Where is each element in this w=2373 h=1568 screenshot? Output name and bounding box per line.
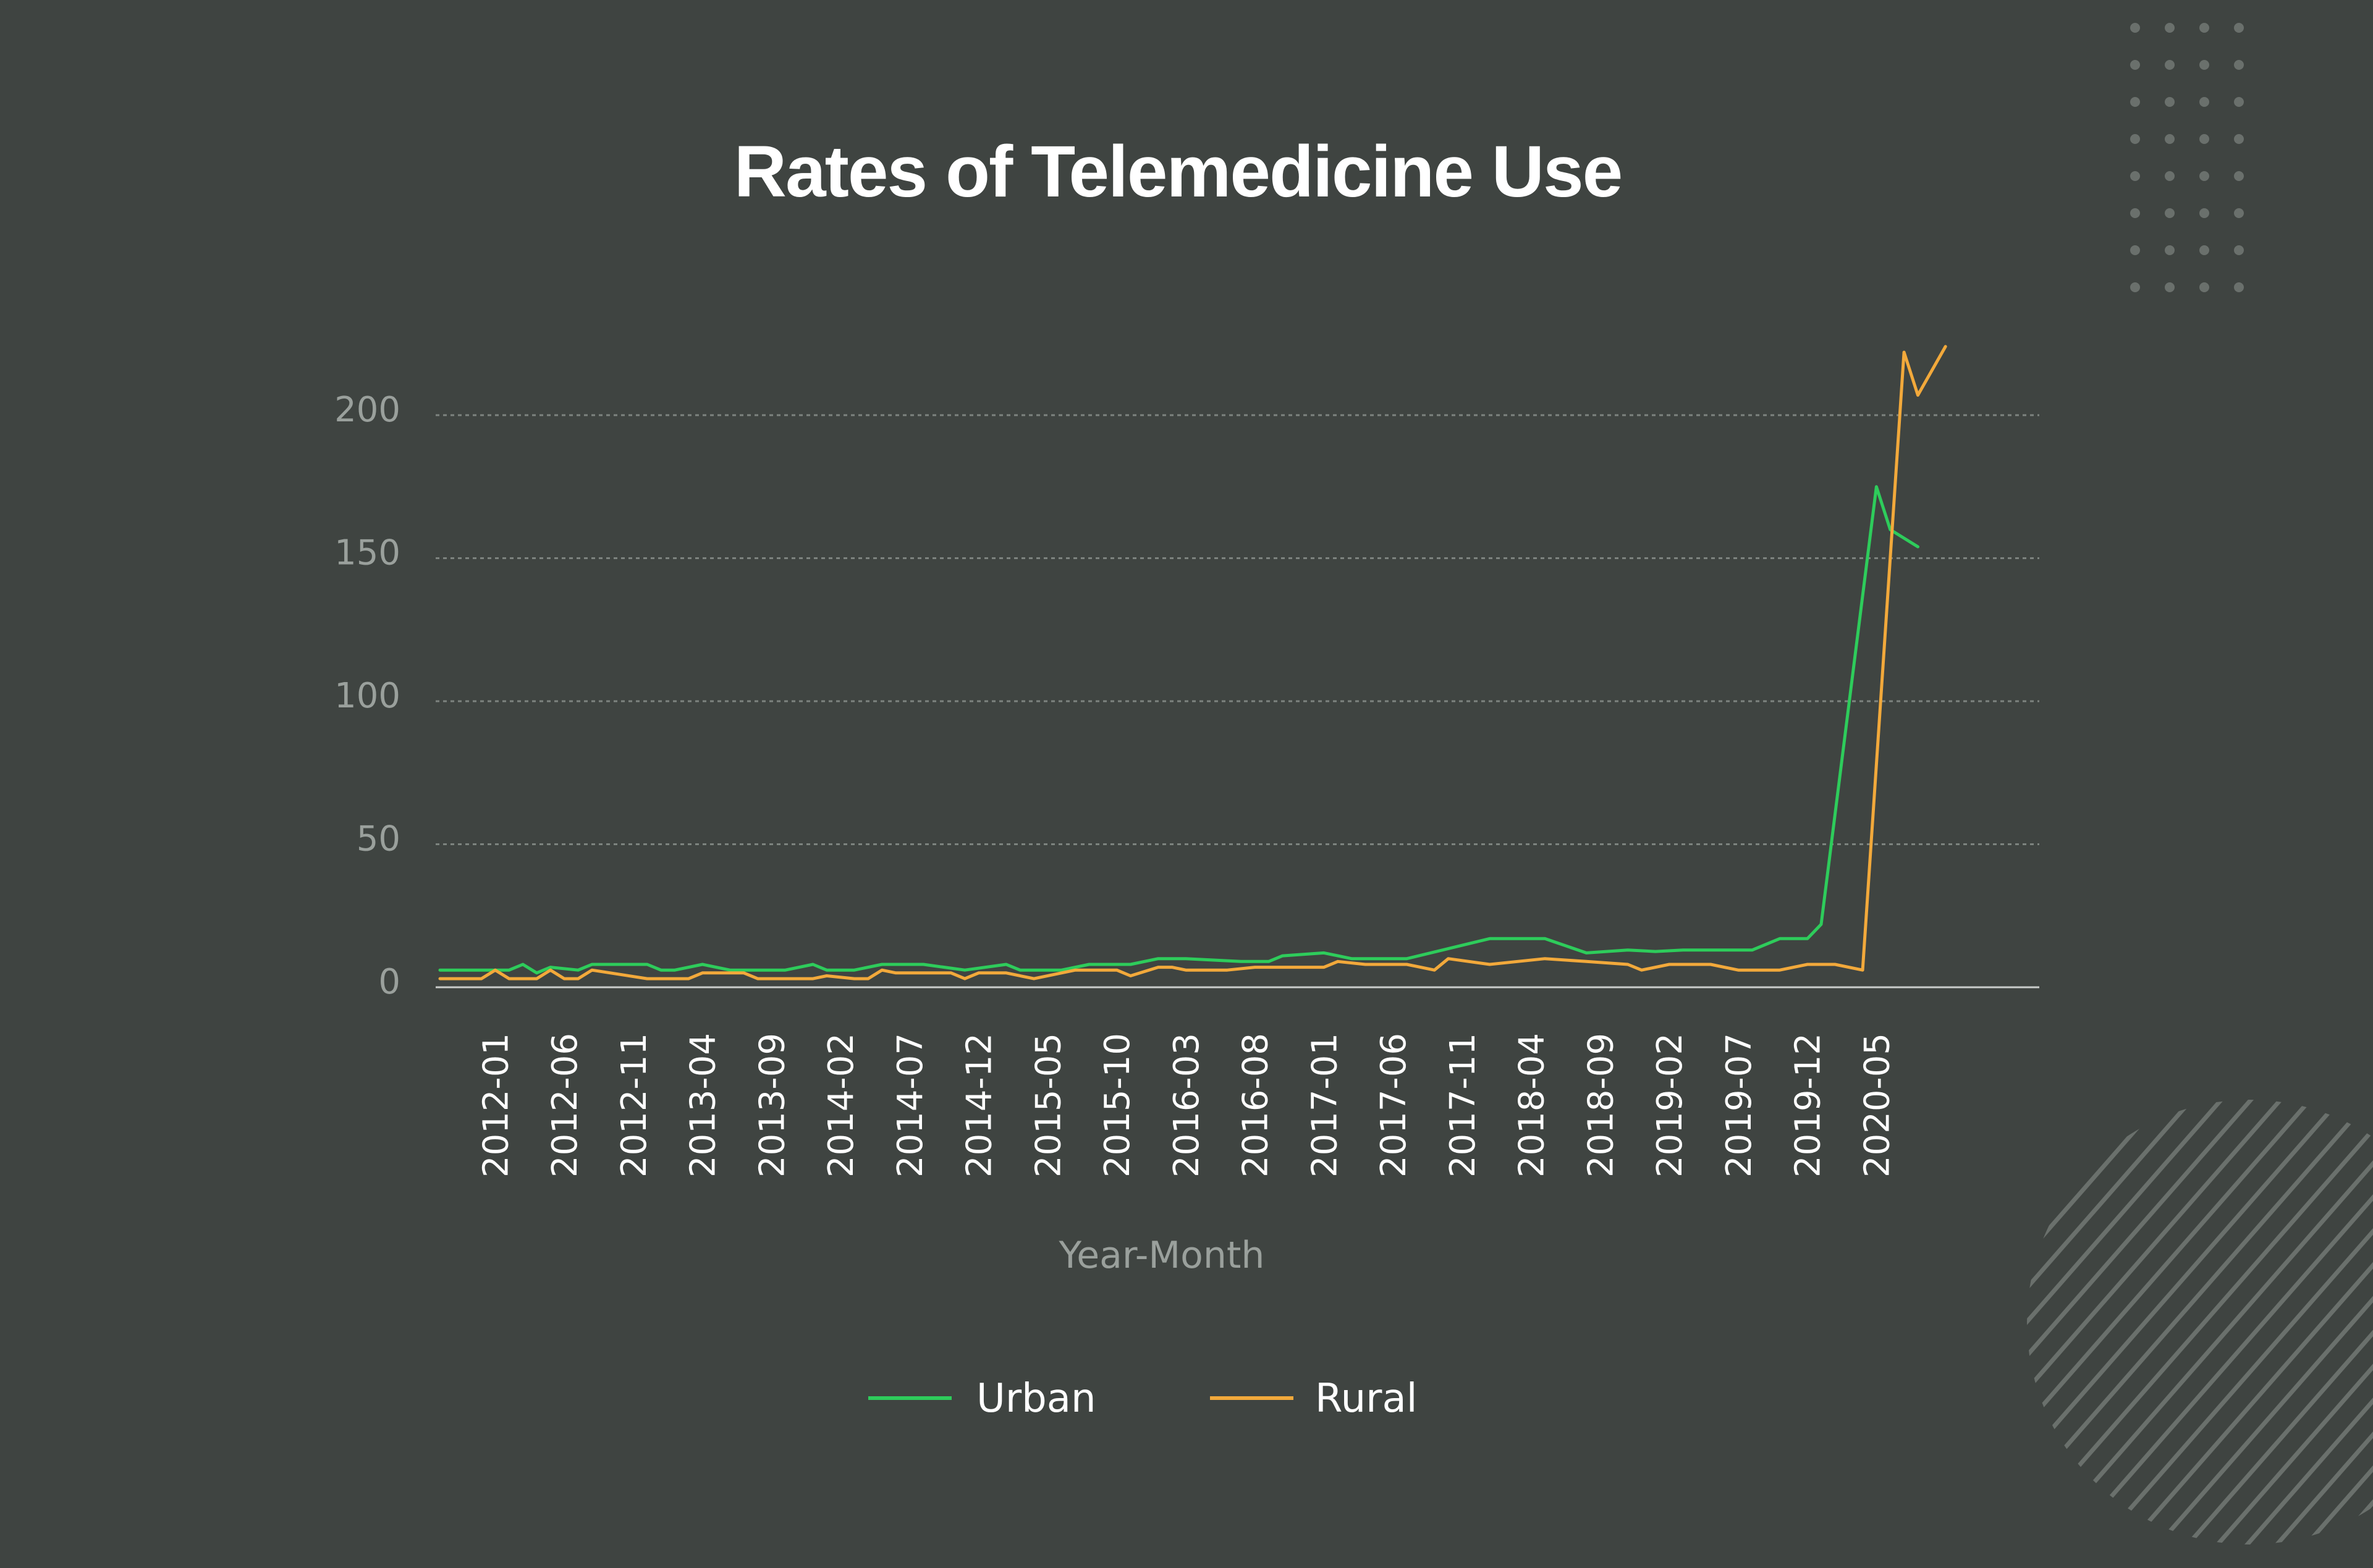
decorative-dot [2199, 60, 2209, 70]
y-tick-label-150: 150 [334, 533, 400, 573]
decorative-dot [2165, 23, 2175, 33]
decorative-dot [2165, 60, 2175, 70]
decorative-dot [2234, 97, 2244, 107]
x-tick-label-2019-07: 2019-07 [1719, 1033, 1759, 1178]
decorative-striped-circle [2027, 1100, 2373, 1545]
decorative-stripe [2183, 1100, 2373, 1545]
decorative-dot [2234, 245, 2244, 255]
legend-rural-label: Rural [1315, 1376, 1417, 1422]
decorative-dot [2130, 282, 2140, 292]
chart-title: Rates of Telemedicine Use [734, 131, 1622, 213]
x-tick-label-2012-01: 2012-01 [476, 1033, 516, 1178]
decorative-dot [2165, 245, 2175, 255]
decorative-dot [2165, 134, 2175, 144]
series-line-urban [438, 485, 1919, 975]
x-tick-label-2017-01: 2017-01 [1305, 1033, 1345, 1178]
y-tick-label-0: 0 [378, 962, 400, 1002]
legend-urban-label: Urban [976, 1376, 1096, 1422]
x-tick-label-2015-10: 2015-10 [1098, 1033, 1138, 1178]
decorative-dot [2199, 245, 2209, 255]
y-axis-ticks: 0 50 100 150 200 [334, 390, 400, 1002]
x-axis-title: Year-Month [1059, 1234, 1265, 1277]
x-tick-label-2015-05: 2015-05 [1028, 1033, 1068, 1178]
decorative-dot [2199, 97, 2209, 107]
x-tick-label-2014-02: 2014-02 [821, 1033, 861, 1178]
decorative-dot [2199, 171, 2209, 181]
decorative-dot-grid [2130, 23, 2244, 292]
decorative-dot [2234, 134, 2244, 144]
x-tick-label-2017-06: 2017-06 [1374, 1033, 1414, 1178]
x-axis-ticks: 2012-01 2012-06 2012-11 2013-04 2013-09 2014-… [476, 1033, 1897, 1178]
decorative-stripe [2332, 1100, 2373, 1545]
decorative-stripe [2094, 1100, 2373, 1545]
decorative-dot [2165, 282, 2175, 292]
decorative-dot [2130, 23, 2140, 33]
decorative-dot [2130, 245, 2140, 255]
decorative-dot [2130, 97, 2140, 107]
x-tick-label-2013-09: 2013-09 [752, 1033, 792, 1178]
x-tick-label-2017-11: 2017-11 [1443, 1033, 1483, 1178]
decorative-stripe [2302, 1100, 2373, 1545]
decorative-stripe [2154, 1100, 2373, 1545]
decorative-stripe [2027, 1100, 2204, 1545]
x-tick-label-2016-08: 2016-08 [1236, 1033, 1276, 1178]
x-tick-label-2014-07: 2014-07 [890, 1033, 931, 1178]
decorative-dot [2234, 60, 2244, 70]
y-gridlines [436, 414, 2039, 845]
legend: Urban Rural [868, 1376, 1417, 1422]
y-tick-label-200: 200 [334, 390, 400, 430]
decorative-dot [2130, 171, 2140, 181]
decorative-stripe [2027, 1100, 2175, 1545]
y-tick-label-50: 50 [357, 819, 400, 859]
decorative-stripe [2027, 1100, 2353, 1545]
series-line-rural [438, 345, 1947, 980]
decorative-dot [2199, 282, 2209, 292]
x-tick-label-2012-11: 2012-11 [614, 1033, 654, 1178]
decorative-stripe [2027, 1100, 2373, 1545]
decorative-stripe [2361, 1100, 2373, 1545]
x-tick-label-2014-12: 2014-12 [960, 1033, 1000, 1178]
decorative-stripe [2124, 1100, 2373, 1545]
decorative-stripe [2213, 1100, 2373, 1545]
decorative-dot [2130, 60, 2140, 70]
decorative-dot [2130, 134, 2140, 144]
decorative-stripe [2027, 1100, 2373, 1545]
y-tick-label-100: 100 [334, 676, 400, 716]
x-tick-label-2016-03: 2016-03 [1167, 1033, 1207, 1178]
x-tick-label-2019-12: 2019-12 [1788, 1033, 1829, 1178]
x-tick-label-2020-05: 2020-05 [1857, 1033, 1897, 1178]
decorative-stripe [2035, 1100, 2373, 1545]
decorative-dot [2130, 208, 2140, 218]
decorative-dot [2234, 23, 2244, 33]
decorative-dot [2234, 208, 2244, 218]
decorative-stripe [2027, 1100, 2234, 1545]
decorative-stripe [2272, 1100, 2373, 1545]
decorative-dot [2199, 134, 2209, 144]
decorative-dot [2199, 208, 2209, 218]
decorative-dot [2234, 171, 2244, 181]
decorative-stripe [2027, 1100, 2293, 1545]
series-lines [438, 345, 1947, 980]
x-tick-label-2013-04: 2013-04 [683, 1033, 724, 1178]
decorative-dot [2165, 208, 2175, 218]
decorative-dot [2199, 23, 2209, 33]
decorative-dot [2234, 282, 2244, 292]
decorative-dot [2165, 97, 2175, 107]
decorative-stripe [2027, 1100, 2264, 1545]
x-tick-label-2012-06: 2012-06 [545, 1033, 585, 1178]
decorative-stripe [2243, 1100, 2373, 1545]
decorative-stripe [2065, 1100, 2373, 1545]
x-tick-label-2018-09: 2018-09 [1581, 1033, 1621, 1178]
decorative-dot [2165, 171, 2175, 181]
x-tick-label-2019-02: 2019-02 [1650, 1033, 1690, 1178]
x-tick-label-2018-04: 2018-04 [1512, 1033, 1552, 1178]
decorative-stripe [2027, 1100, 2323, 1545]
